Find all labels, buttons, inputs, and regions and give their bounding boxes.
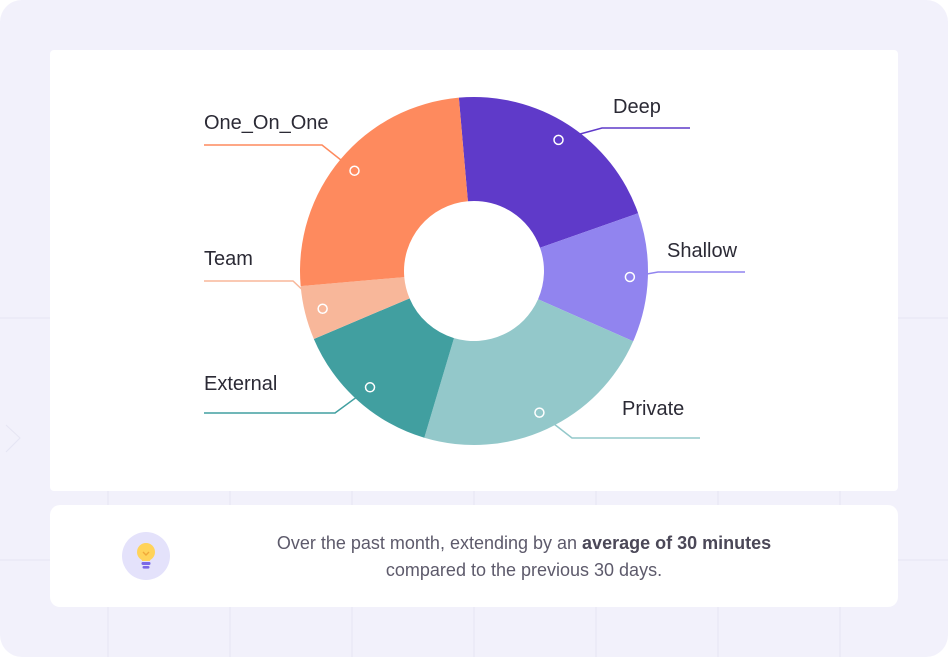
label-team: Team (204, 248, 253, 270)
insight-highlight: average of 30 minutes (582, 533, 772, 553)
label-private: Private (622, 398, 684, 420)
insight-text-start: Over the past month, extending by an (276, 533, 583, 553)
lightbulb-icon (122, 532, 170, 580)
leader-team (204, 280, 328, 314)
leader-private (534, 407, 700, 439)
leader-external (204, 382, 376, 414)
slice-one_on_one (300, 97, 468, 287)
label-shallow: Shallow (667, 240, 738, 262)
insight-text: Over the past month, extending by an ave… (180, 530, 868, 584)
label-deep: Deep (613, 96, 661, 118)
label-external: External (204, 373, 277, 395)
leader-deep (553, 127, 690, 146)
slice-team (300, 277, 410, 339)
insight-card: Over the past month, extending by an ave… (50, 505, 898, 607)
insight-text-end: compared to the previous 30 days. (385, 560, 663, 580)
slice-shallow (538, 213, 648, 342)
slice-deep (458, 97, 639, 248)
leader-shallow (624, 271, 745, 283)
chart-card: Deep Shallow Private External Team One_On_One (50, 50, 898, 491)
donut-chart: Deep Shallow Private External Team One_On_One (204, 96, 745, 445)
leader-one_on_one (204, 144, 360, 176)
label-one_on_one: One_On_One (204, 112, 329, 134)
slice-private (424, 299, 634, 445)
slice-external (313, 298, 455, 438)
